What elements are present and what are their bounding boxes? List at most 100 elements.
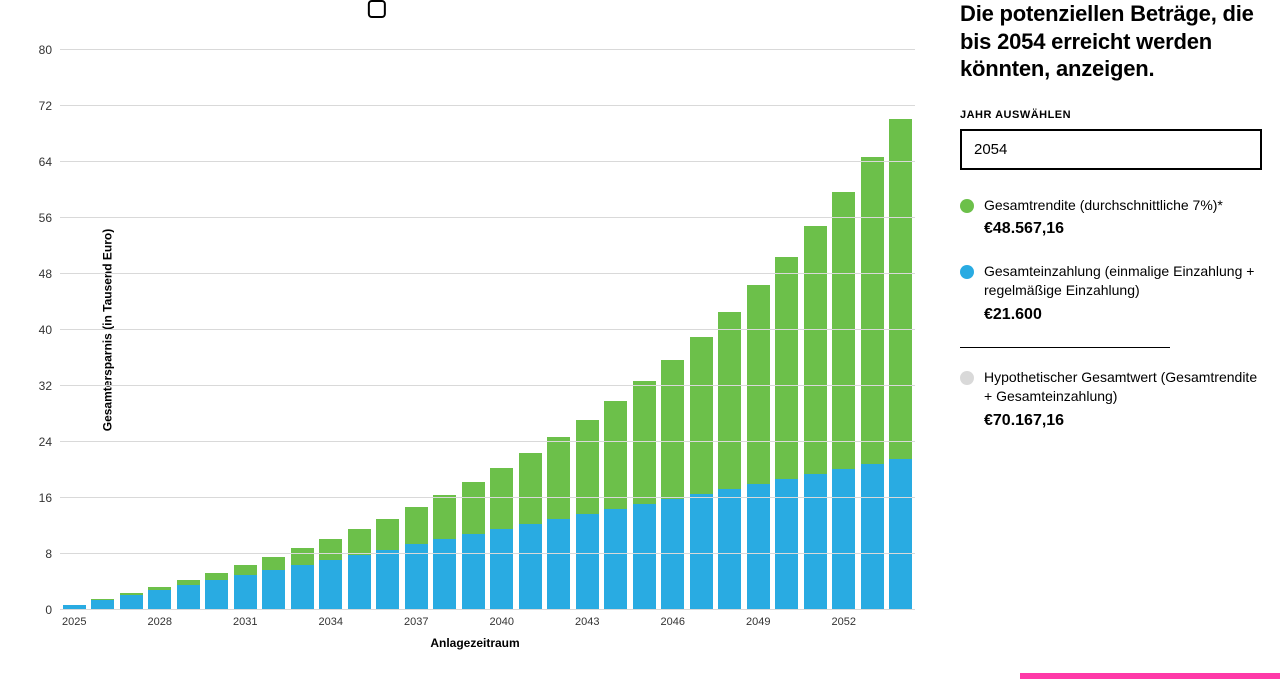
bar-2030[interactable] xyxy=(203,50,232,610)
x-axis-title: Anlagezeitraum xyxy=(430,636,519,650)
bar-stack xyxy=(804,50,827,610)
bar-2054[interactable] xyxy=(887,50,916,610)
accent-bar xyxy=(1020,673,1280,679)
bar-stack xyxy=(747,50,770,610)
bar-stack xyxy=(433,50,456,610)
legend: Gesamtrendite (durchschnittliche 7%)* €48… xyxy=(960,196,1262,326)
dot-icon xyxy=(960,199,974,213)
bar-segment-rendite xyxy=(405,507,428,544)
bar-2028[interactable] xyxy=(146,50,175,610)
x-tick-label: 2028 xyxy=(148,616,172,628)
bar-segment-einzahlung xyxy=(775,479,798,610)
bar-stack xyxy=(91,50,114,610)
bar-2043[interactable] xyxy=(573,50,602,610)
bar-stack xyxy=(205,50,228,610)
x-tick-label: 2052 xyxy=(832,616,856,628)
bar-2032[interactable] xyxy=(260,50,289,610)
total-item: Hypothetischer Gesamtwert (Gesamtrendite… xyxy=(960,368,1262,431)
gridline xyxy=(60,329,915,330)
bar-2046[interactable] xyxy=(659,50,688,610)
bar-2027[interactable] xyxy=(117,50,146,610)
year-select-value: 2054 xyxy=(974,141,1007,158)
bar-2029[interactable] xyxy=(174,50,203,610)
bar-2044[interactable] xyxy=(602,50,631,610)
bar-2038[interactable] xyxy=(431,50,460,610)
bar-segment-rendite xyxy=(462,482,485,534)
bar-2033[interactable] xyxy=(288,50,317,610)
bar-segment-rendite xyxy=(519,453,542,524)
bar-2051[interactable] xyxy=(801,50,830,610)
bar-segment-einzahlung xyxy=(747,484,770,610)
gridline xyxy=(60,385,915,386)
y-tick-label: 8 xyxy=(45,547,52,561)
total-text: Hypothetischer Gesamtwert (Gesamtrendite… xyxy=(984,368,1262,431)
bar-segment-einzahlung xyxy=(633,504,656,610)
chart-panel: Diagramm-Muster aktivieren Gesamtersparn… xyxy=(0,0,950,679)
bar-2045[interactable] xyxy=(630,50,659,610)
bar-2031[interactable] xyxy=(231,50,260,610)
bar-segment-rendite xyxy=(718,312,741,489)
bar-2050[interactable] xyxy=(773,50,802,610)
bar-segment-einzahlung xyxy=(376,550,399,610)
dot-icon xyxy=(960,265,974,279)
bar-2039[interactable] xyxy=(459,50,488,610)
bar-stack xyxy=(861,50,884,610)
bar-segment-rendite xyxy=(804,226,827,474)
x-tick-label: 2043 xyxy=(575,616,599,628)
bar-2026[interactable] xyxy=(89,50,118,610)
chart-area: Gesamtersparnis (in Tausend Euro) 202520… xyxy=(0,10,950,650)
bar-segment-einzahlung xyxy=(718,489,741,610)
y-tick-label: 0 xyxy=(45,603,52,617)
bar-stack xyxy=(291,50,314,610)
x-tick-label: 2046 xyxy=(661,616,685,628)
legend-divider xyxy=(960,347,1170,348)
bar-segment-rendite xyxy=(633,381,656,504)
x-tick-label: 2025 xyxy=(62,616,86,628)
x-tick-labels: 2025202820312034203720402043204620492052 xyxy=(60,610,915,632)
bar-2048[interactable] xyxy=(716,50,745,610)
bar-segment-rendite xyxy=(889,119,912,459)
bar-2053[interactable] xyxy=(858,50,887,610)
bar-2049[interactable] xyxy=(744,50,773,610)
bar-segment-einzahlung xyxy=(462,534,485,610)
legend-label: Gesamtrendite (durchschnittliche 7%)* xyxy=(984,196,1223,215)
gridline xyxy=(60,273,915,274)
bar-stack xyxy=(547,50,570,610)
bar-segment-einzahlung xyxy=(405,544,428,610)
year-select[interactable]: 2054 xyxy=(960,129,1262,170)
bar-2047[interactable] xyxy=(687,50,716,610)
bar-2025[interactable] xyxy=(60,50,89,610)
bar-2041[interactable] xyxy=(516,50,545,610)
gridline xyxy=(60,49,915,50)
bar-2042[interactable] xyxy=(545,50,574,610)
bar-2036[interactable] xyxy=(374,50,403,610)
bar-stack xyxy=(718,50,741,610)
bar-2052[interactable] xyxy=(830,50,859,610)
bar-2034[interactable] xyxy=(317,50,346,610)
bar-segment-rendite xyxy=(576,420,599,515)
y-tick-label: 24 xyxy=(39,435,52,449)
bar-segment-einzahlung xyxy=(177,585,200,610)
bar-stack xyxy=(319,50,342,610)
x-tick-label: 2040 xyxy=(490,616,514,628)
bar-segment-einzahlung xyxy=(519,524,542,610)
gridline xyxy=(60,441,915,442)
bar-stack xyxy=(775,50,798,610)
bar-2037[interactable] xyxy=(402,50,431,610)
bar-segment-rendite xyxy=(319,539,342,559)
legend-value: €21.600 xyxy=(984,304,1262,326)
bar-2035[interactable] xyxy=(345,50,374,610)
y-tick-label: 72 xyxy=(39,99,52,113)
bar-segment-rendite xyxy=(376,519,399,550)
legend-value: €48.567,16 xyxy=(984,218,1223,240)
bar-segment-rendite xyxy=(832,192,855,469)
legend-item-0: Gesamtrendite (durchschnittliche 7%)* €48… xyxy=(960,196,1262,240)
bar-segment-rendite xyxy=(291,548,314,564)
bar-segment-rendite xyxy=(348,529,371,554)
bar-2040[interactable] xyxy=(488,50,517,610)
bar-segment-einzahlung xyxy=(576,514,599,610)
bar-segment-rendite xyxy=(604,401,627,509)
x-tick-label: 2049 xyxy=(746,616,770,628)
bar-stack xyxy=(604,50,627,610)
y-tick-label: 40 xyxy=(39,323,52,337)
